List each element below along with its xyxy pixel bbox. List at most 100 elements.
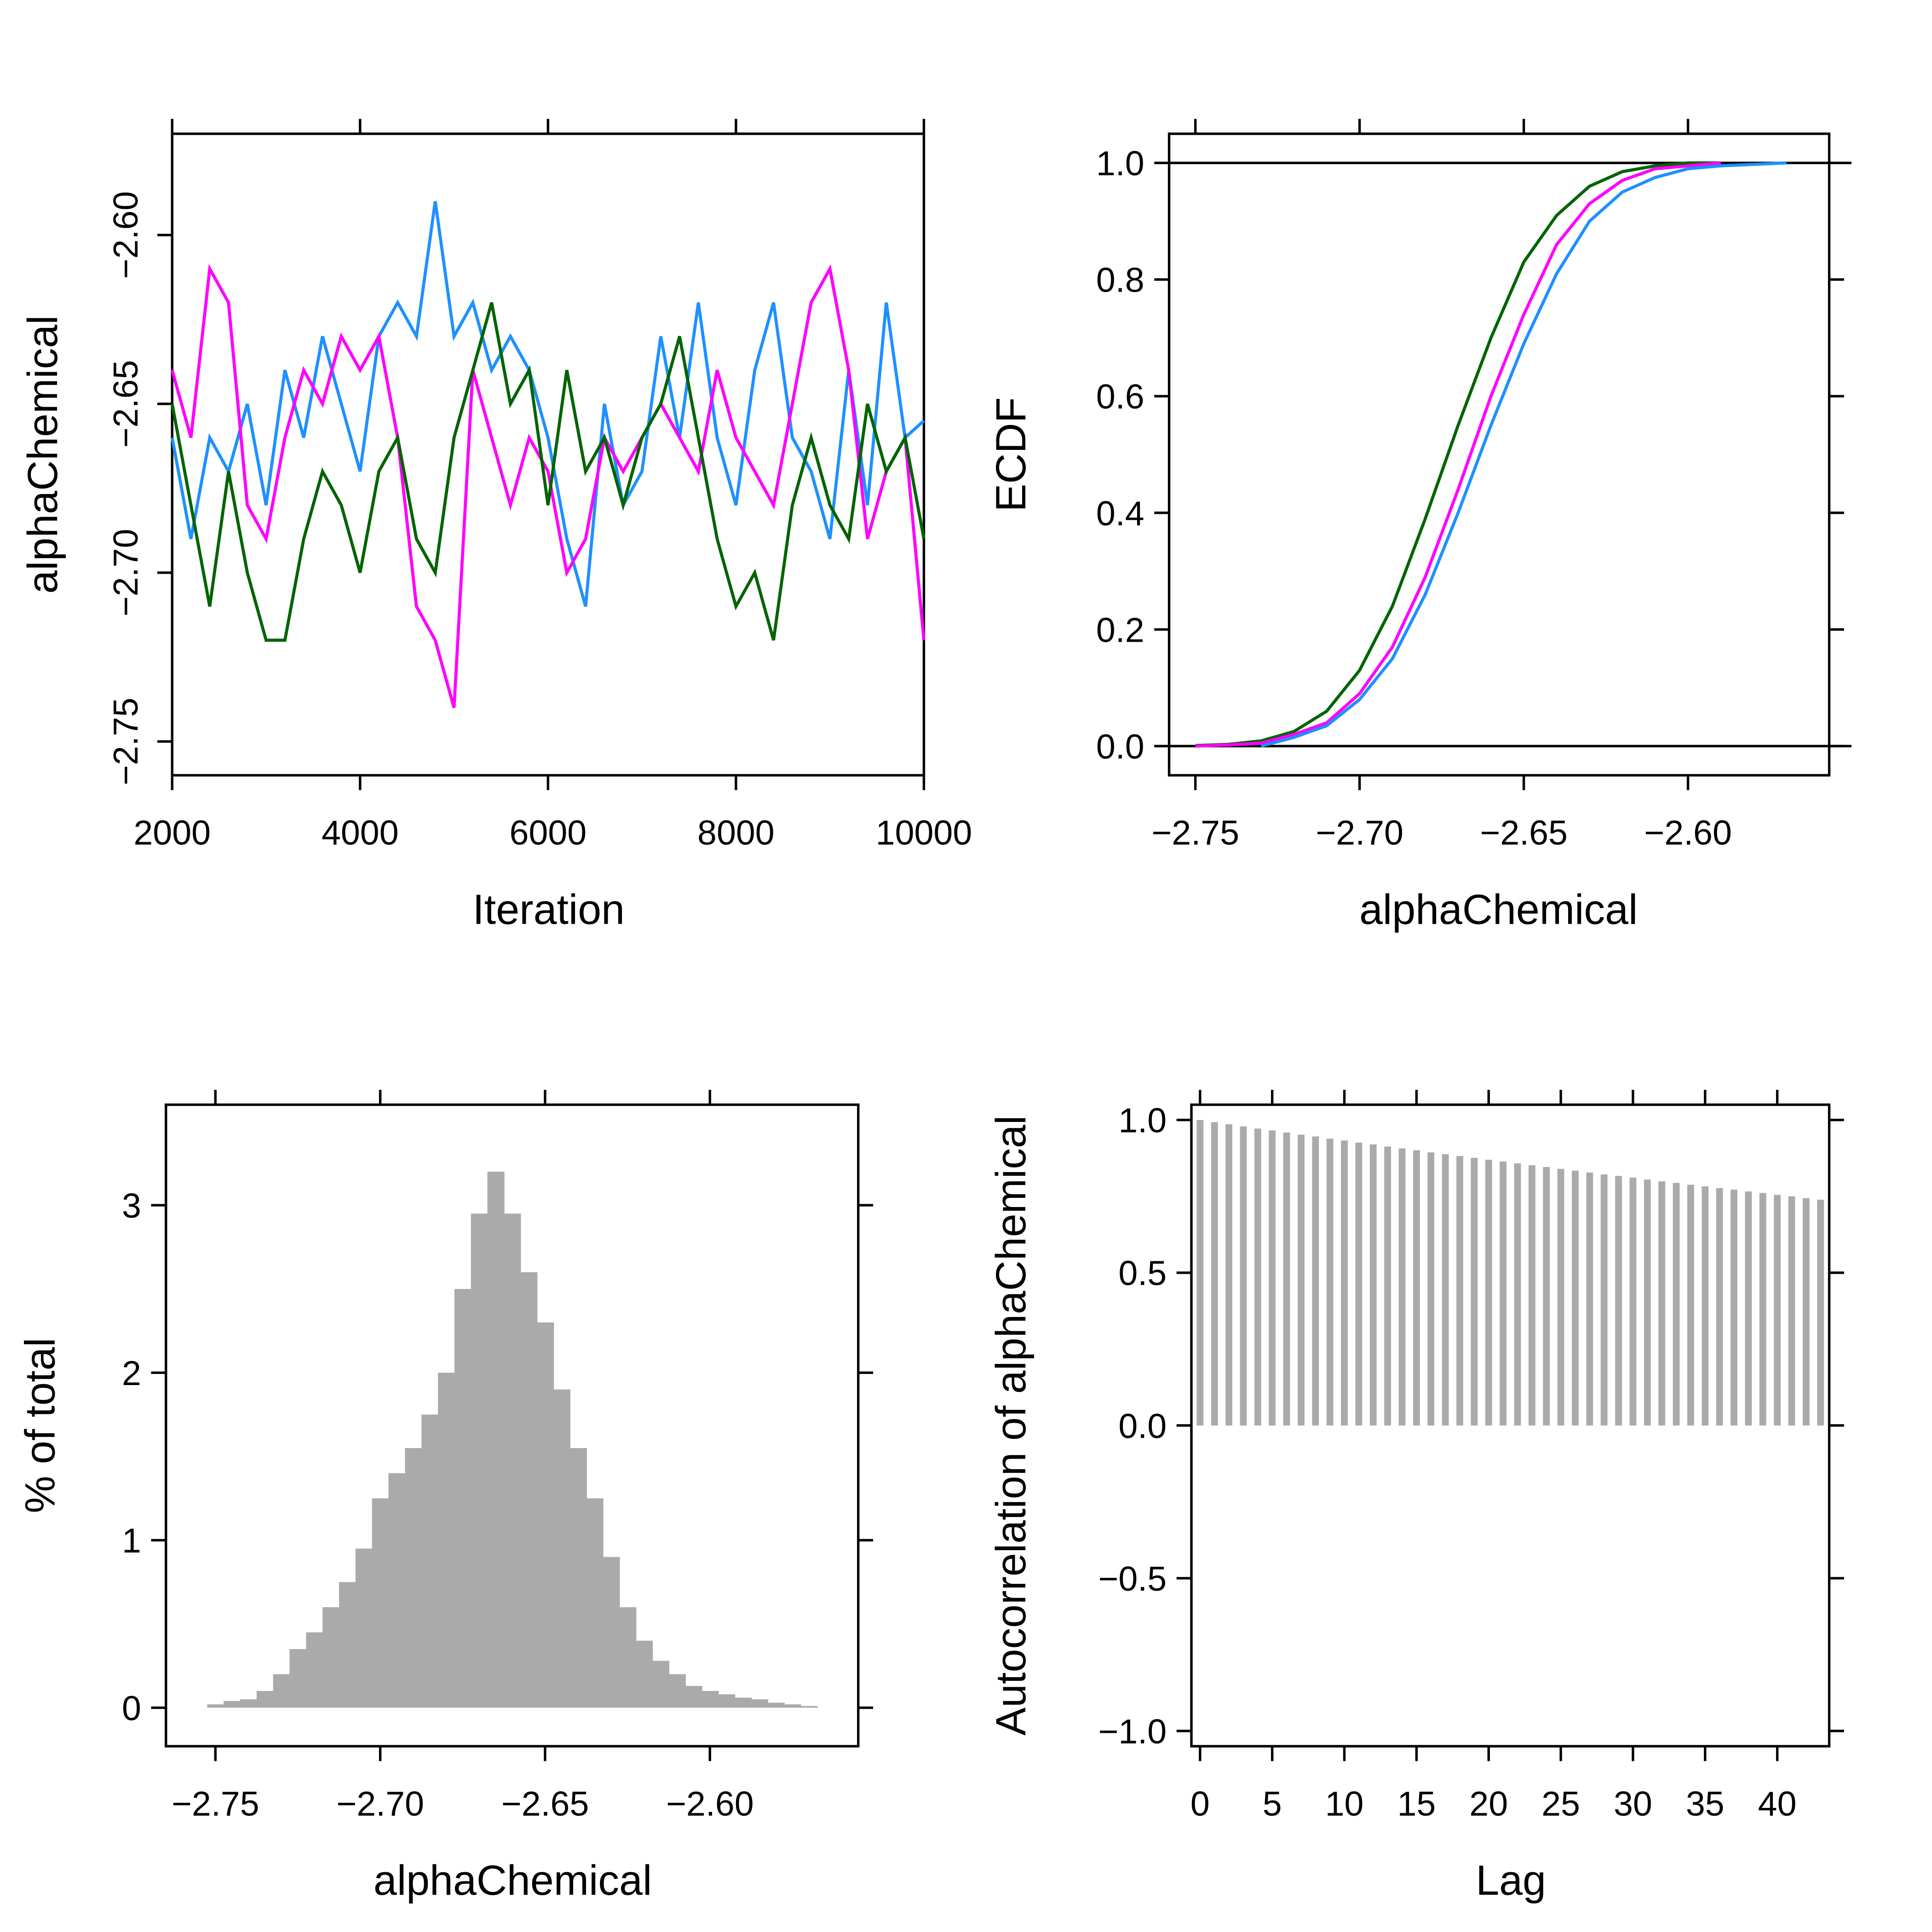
y-tick-label: 0.4 <box>1096 494 1144 533</box>
x-tick-label: −2.65 <box>1480 813 1568 852</box>
y-tick-label: −0.5 <box>1098 1559 1167 1598</box>
y-tick-label: −2.75 <box>106 698 145 786</box>
histogram-bar <box>668 1674 686 1708</box>
histogram-bar <box>735 1697 752 1708</box>
histogram-bar <box>784 1704 801 1708</box>
autocorrelation-plot: Lag Autocorrelation of alphaChemical 0 5 1… <box>988 1090 1844 1904</box>
x-tick-label: 6000 <box>510 813 587 852</box>
histogram-bar <box>603 1557 620 1708</box>
histogram-bar <box>438 1373 455 1708</box>
histogram-bar <box>569 1448 587 1708</box>
histogram-bar <box>224 1701 241 1708</box>
histogram-bar <box>636 1640 653 1708</box>
histogram-bar <box>767 1702 785 1708</box>
histogram-bar <box>372 1498 389 1708</box>
x-tick-label: −2.65 <box>501 1784 589 1823</box>
y-tick-label: 0.8 <box>1096 261 1144 299</box>
histogram-bar <box>553 1389 571 1708</box>
histogram-bar <box>454 1289 472 1708</box>
x-tick-label: −2.70 <box>1316 813 1403 852</box>
y-tick-label: 2 <box>122 1354 141 1392</box>
x-tick-label: −2.70 <box>336 1784 424 1823</box>
x-tick-label: 8000 <box>697 813 775 852</box>
ecdf-line <box>1260 161 1787 748</box>
ecdf-line <box>1195 161 1721 748</box>
histogram-bar <box>306 1632 323 1708</box>
trace-line-chain-3 <box>170 302 926 642</box>
histogram-bar <box>504 1213 521 1708</box>
acf-xlabel: Lag <box>1476 1857 1546 1904</box>
x-tick-label: 30 <box>1614 1784 1652 1823</box>
x-tick-label: 10 <box>1325 1784 1364 1823</box>
trace-line-chain-2 <box>170 264 926 708</box>
x-tick-label: −2.75 <box>172 1784 259 1823</box>
histogram-bar <box>537 1322 554 1708</box>
hist-xlabel: alphaChemical <box>374 1857 652 1904</box>
histogram-bar <box>256 1690 274 1708</box>
trace-line-chain-1 <box>170 201 925 607</box>
histogram-plot: alphaChemical % of total −2.75 −2.70 −2.65… <box>17 1090 874 1904</box>
y-tick-label: 1 <box>122 1521 141 1560</box>
histogram-bar <box>273 1674 290 1708</box>
x-tick-label: −2.75 <box>1151 813 1239 852</box>
histogram-bar <box>619 1607 637 1708</box>
plot-frame <box>1167 132 1831 777</box>
x-tick-label: 15 <box>1397 1784 1436 1823</box>
y-tick-label: −1.0 <box>1098 1712 1167 1751</box>
histogram-bar <box>718 1694 736 1708</box>
histogram-bar <box>586 1498 604 1708</box>
x-tick-label: 10000 <box>876 813 972 852</box>
histogram-bar <box>800 1706 818 1708</box>
histogram-bar <box>240 1699 258 1708</box>
histogram-bar <box>355 1548 373 1708</box>
x-tick-label: 35 <box>1686 1784 1725 1823</box>
ecdf-plot: alphaChemical ECDF −2.75 −2.70 −2.65 −2.60 0… <box>988 119 1852 933</box>
x-tick-label: 4000 <box>322 813 399 852</box>
y-tick-label: 0.0 <box>1096 727 1144 766</box>
ecdf-ylabel: ECDF <box>988 397 1035 512</box>
x-tick-label: 2000 <box>133 813 211 852</box>
ecdf-line <box>1195 161 1721 748</box>
trace-xlabel: Iteration <box>472 886 625 933</box>
y-tick-label: 1.0 <box>1118 1101 1167 1140</box>
x-tick-label: 5 <box>1263 1784 1282 1823</box>
trace-plot: Iteration alphaChemical 2000 4000 6000 8000… <box>19 119 972 933</box>
trace-ylabel: alphaChemical <box>19 315 66 593</box>
plot-frame <box>171 132 926 777</box>
histogram-bar <box>685 1686 702 1708</box>
histogram-bar <box>751 1699 769 1708</box>
histogram-bar <box>652 1661 670 1708</box>
x-tick-label: 20 <box>1469 1784 1508 1823</box>
x-tick-label: 0 <box>1190 1784 1210 1823</box>
y-tick-label: 0.2 <box>1096 610 1144 649</box>
histogram-bar <box>289 1649 307 1708</box>
histogram-bar <box>702 1690 719 1708</box>
y-tick-label: 0.5 <box>1118 1254 1167 1293</box>
histogram-bar <box>405 1448 422 1708</box>
y-tick-label: −2.70 <box>106 529 145 617</box>
x-tick-label: 25 <box>1541 1784 1580 1823</box>
y-tick-label: 3 <box>122 1186 141 1225</box>
ecdf-xlabel: alphaChemical <box>1359 886 1638 933</box>
y-tick-label: −2.60 <box>106 191 145 279</box>
x-tick-label: 40 <box>1758 1784 1797 1823</box>
y-tick-label: −2.65 <box>106 360 145 448</box>
x-tick-label: −2.60 <box>666 1784 754 1823</box>
histogram-bar <box>322 1607 340 1708</box>
y-tick-label: 1.0 <box>1096 144 1144 183</box>
y-tick-label: 0.0 <box>1118 1407 1167 1445</box>
histogram-bar <box>388 1473 406 1708</box>
histogram-bar <box>207 1704 224 1708</box>
histogram-bar <box>471 1213 488 1708</box>
x-tick-label: −2.60 <box>1644 813 1732 852</box>
histogram-bar <box>487 1172 505 1708</box>
hist-ylabel: % of total <box>17 1338 63 1513</box>
plot-frame <box>165 1103 860 1748</box>
histogram-bar <box>339 1582 356 1708</box>
y-tick-label: 0 <box>122 1689 141 1727</box>
histogram-bar <box>421 1414 439 1708</box>
y-tick-label: 0.6 <box>1096 377 1144 416</box>
acf-ylabel: Autocorrelation of alphaChemical <box>988 1116 1035 1736</box>
histogram-bar <box>520 1272 538 1708</box>
